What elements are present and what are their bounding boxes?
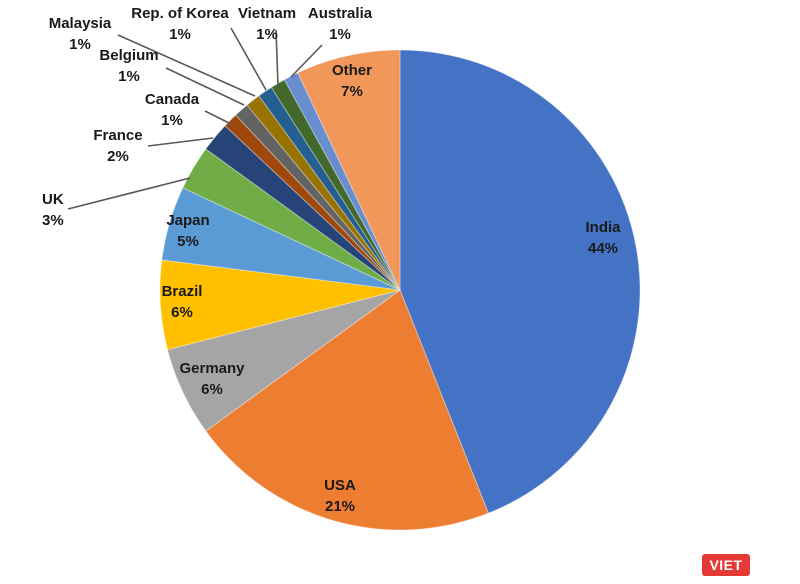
- slice-belgium: [235, 104, 401, 291]
- label-belgium: Belgium 1%: [99, 47, 158, 85]
- label-value-belgium: 1%: [118, 68, 140, 85]
- label-name-usa: USA: [324, 477, 356, 494]
- data-labels: India 44% USA 21% Germany 6% Brazil 6% Japan 5% UK…: [42, 5, 621, 515]
- label-value-uk: 3%: [42, 212, 64, 229]
- label-germany: Germany 6%: [179, 360, 245, 398]
- label-malaysia: Malaysia 1%: [49, 15, 112, 53]
- label-rep-of-korea: Rep. of Korea 1%: [131, 5, 229, 43]
- viet-logo: VIET: [702, 554, 750, 576]
- label-value-france: 2%: [107, 148, 129, 165]
- slice-uk: [182, 148, 401, 291]
- leader-lines: [67, 27, 323, 210]
- label-japan: Japan 5%: [166, 212, 209, 250]
- slice-rep-of-korea: [258, 86, 401, 291]
- label-name-japan: Japan: [166, 212, 209, 229]
- label-india: India 44%: [585, 219, 621, 257]
- label-usa: USA 21%: [324, 477, 356, 515]
- label-value-australia: 1%: [329, 26, 351, 43]
- label-uk: UK 3%: [42, 191, 64, 229]
- label-name-germany: Germany: [179, 360, 245, 377]
- viet-logo-text: VIET: [709, 557, 743, 573]
- label-name-malaysia: Malaysia: [49, 15, 112, 32]
- leader-belgium: [165, 67, 245, 106]
- leader-australia: [290, 44, 323, 78]
- leader-vietnam: [275, 29, 279, 86]
- slice-other: [297, 49, 401, 291]
- leader-rep-of-korea: [230, 27, 267, 91]
- label-other: Other 7%: [332, 62, 372, 100]
- label-name-france: France: [93, 127, 142, 144]
- slice-usa: [205, 289, 489, 531]
- label-value-other: 7%: [341, 83, 363, 100]
- label-name-vietnam: Vietnam: [238, 5, 296, 22]
- label-name-uk: UK: [42, 191, 64, 208]
- label-name-other: Other: [332, 62, 372, 79]
- label-value-canada: 1%: [161, 112, 183, 129]
- label-value-japan: 5%: [177, 233, 199, 250]
- label-name-brazil: Brazil: [162, 283, 203, 300]
- label-value-rep-of-korea: 1%: [169, 26, 191, 43]
- slice-india: [399, 49, 641, 514]
- slice-japan: [161, 187, 401, 291]
- leader-uk: [67, 177, 191, 210]
- slice-france: [205, 125, 401, 291]
- label-vietnam: Vietnam 1%: [238, 5, 296, 43]
- slice-brazil: [159, 259, 401, 351]
- label-value-germany: 6%: [201, 381, 223, 398]
- label-australia: Australia 1%: [308, 5, 373, 43]
- label-name-india: India: [585, 219, 621, 236]
- label-value-malaysia: 1%: [69, 36, 91, 53]
- label-france: France 2%: [93, 127, 142, 165]
- label-name-australia: Australia: [308, 5, 373, 22]
- slice-malaysia: [246, 95, 401, 291]
- label-value-usa: 21%: [325, 498, 355, 515]
- label-value-india: 44%: [588, 240, 618, 257]
- label-name-belgium: Belgium: [99, 47, 158, 64]
- leader-malaysia: [117, 34, 256, 97]
- label-canada: Canada 1%: [145, 91, 200, 129]
- slice-germany: [166, 289, 401, 432]
- leader-canada: [204, 110, 234, 126]
- label-name-canada: Canada: [145, 91, 200, 108]
- label-brazil: Brazil 6%: [162, 283, 203, 321]
- pie-slices: [159, 49, 641, 531]
- leader-france: [147, 137, 214, 147]
- label-value-vietnam: 1%: [256, 26, 278, 43]
- label-value-brazil: 6%: [171, 304, 193, 321]
- slice-canada: [224, 114, 401, 291]
- label-name-rep-of-korea: Rep. of Korea: [131, 5, 229, 22]
